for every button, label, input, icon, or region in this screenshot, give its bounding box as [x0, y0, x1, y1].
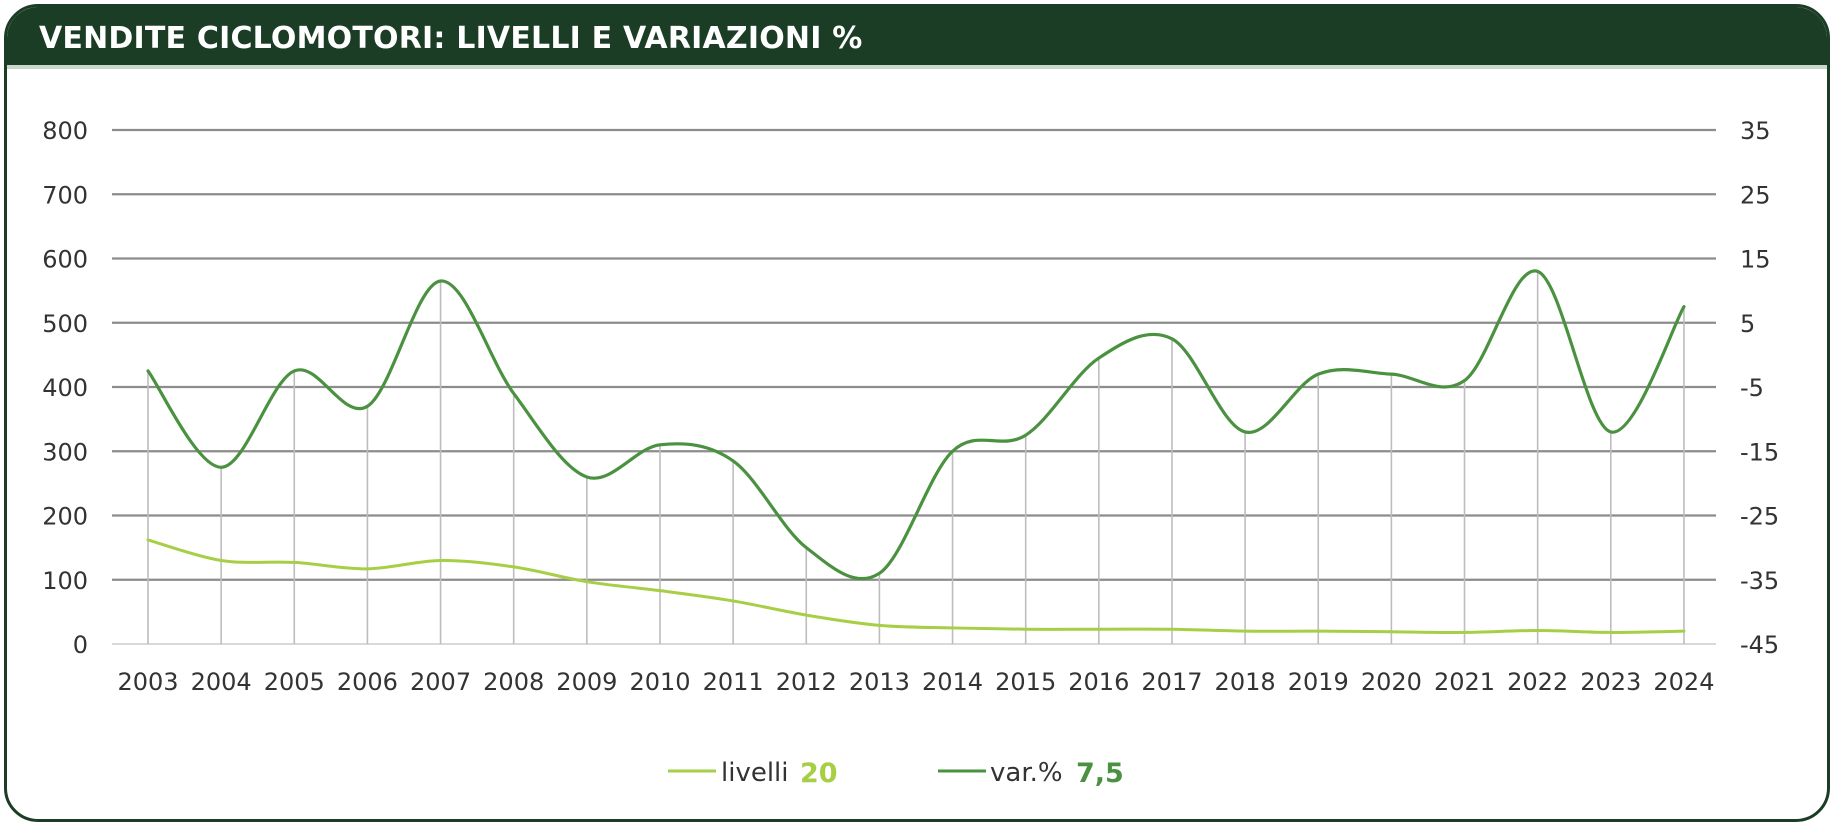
x-axis: 2003 2004 2005 2006 2007 2008 2009 2010 2011 2012… [117, 668, 1714, 696]
x-tick-label: 2022 [1507, 668, 1568, 696]
x-tick-label: 2009 [556, 668, 617, 696]
series-line-var [146, 269, 1686, 581]
series-lines [146, 269, 1686, 634]
right-tick-label: -25 [1740, 503, 1779, 531]
right-axis: -45 -35 -25 -15 -5 5 15 25 35 [1740, 117, 1779, 659]
legend: livelli 20 var.% 7,5 [668, 758, 1124, 789]
x-tick-label: 2020 [1361, 668, 1422, 696]
x-tick-label: 2016 [1068, 668, 1129, 696]
drop-lines [147, 271, 1685, 644]
x-tick-label: 2023 [1580, 668, 1641, 696]
right-tick-label: -35 [1740, 567, 1779, 595]
chart-card: VENDITE CICLOMOTORI: LIVELLI E VARIAZION… [4, 4, 1830, 822]
left-tick-label: 0 [73, 631, 88, 659]
left-axis: 0 100 200 300 400 500 600 700 800 [42, 117, 88, 659]
right-tick-label: -45 [1740, 631, 1779, 659]
right-tick-label: 5 [1740, 310, 1755, 338]
right-tick-label: -15 [1740, 438, 1779, 466]
x-tick-label: 2004 [191, 668, 252, 696]
right-tick-label: -5 [1740, 374, 1764, 402]
x-tick-label: 2015 [995, 668, 1056, 696]
chart-title: VENDITE CICLOMOTORI: LIVELLI E VARIAZION… [39, 21, 863, 56]
x-tick-label: 2014 [922, 668, 983, 696]
x-tick-label: 2024 [1653, 668, 1714, 696]
x-tick-label: 2018 [1215, 668, 1276, 696]
left-tick-label: 300 [42, 438, 88, 466]
left-tick-label: 400 [42, 374, 88, 402]
x-tick-label: 2017 [1141, 668, 1202, 696]
left-tick-label: 800 [42, 117, 88, 145]
chart-header: VENDITE CICLOMOTORI: LIVELLI E VARIAZION… [7, 7, 1827, 69]
x-tick-label: 2010 [629, 668, 690, 696]
left-tick-label: 100 [42, 567, 88, 595]
legend-livelli-value: 20 [800, 758, 838, 789]
x-tick-label: 2006 [337, 668, 398, 696]
right-tick-label: 35 [1740, 117, 1771, 145]
x-tick-label: 2008 [483, 668, 544, 696]
x-tick-label: 2019 [1288, 668, 1349, 696]
left-tick-label: 500 [42, 310, 88, 338]
x-tick-label: 2013 [849, 668, 910, 696]
series-line-livelli [146, 538, 1686, 634]
x-tick-label: 2007 [410, 668, 471, 696]
legend-var-label: var.% [990, 758, 1063, 788]
left-tick-label: 600 [42, 246, 88, 274]
legend-var-value: 7,5 [1076, 758, 1124, 789]
x-tick-label: 2011 [703, 668, 764, 696]
x-tick-label: 2012 [776, 668, 837, 696]
left-tick-label: 700 [42, 181, 88, 209]
legend-livelli-label: livelli [721, 758, 789, 788]
x-tick-label: 2005 [264, 668, 325, 696]
x-tick-label: 2003 [117, 668, 178, 696]
left-tick-label: 200 [42, 503, 88, 531]
right-tick-label: 15 [1740, 246, 1771, 274]
x-tick-label: 2021 [1434, 668, 1495, 696]
right-tick-label: 25 [1740, 181, 1771, 209]
